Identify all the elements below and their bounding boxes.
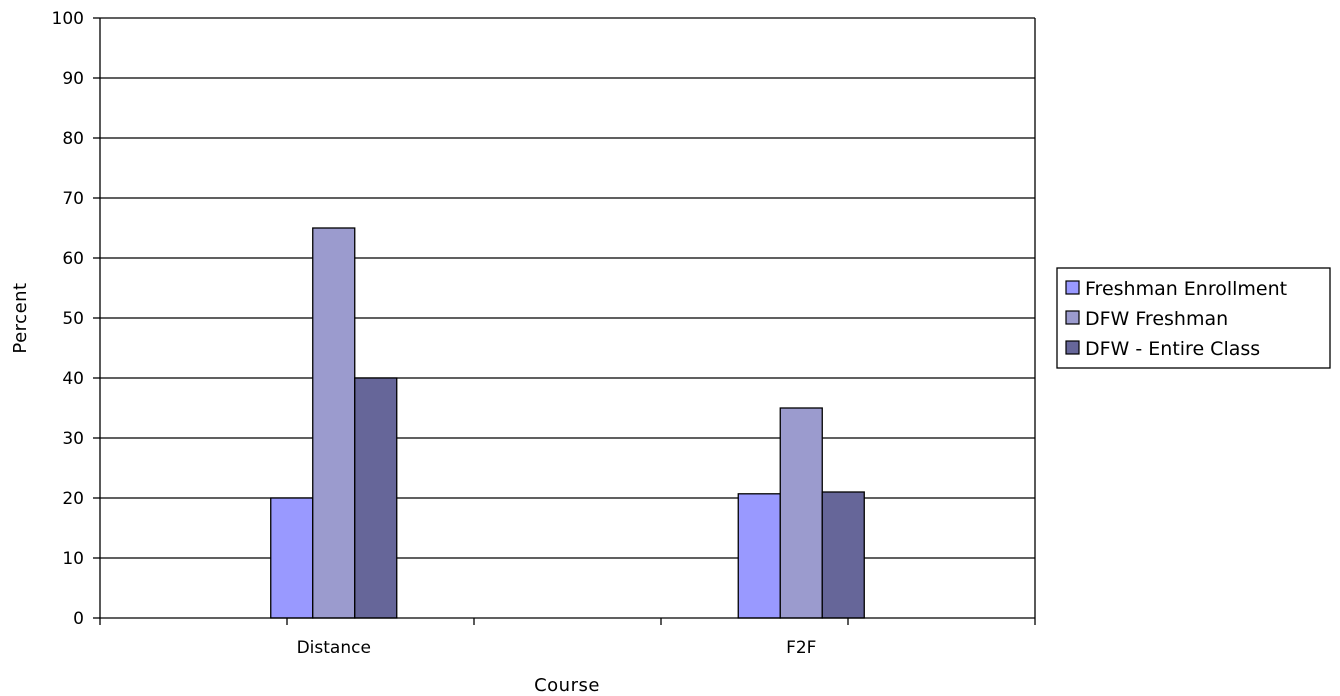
bar-distance-series-2 <box>312 227 356 619</box>
y-tick-label-80: 80 <box>62 129 84 149</box>
bars <box>270 227 865 619</box>
bar-distance-series-1 <box>270 497 314 619</box>
y-tick-label-100: 100 <box>52 9 84 29</box>
axes <box>93 17 1036 625</box>
x-tick-label-2: F2F <box>786 638 816 658</box>
bar-distance-series-3 <box>354 377 398 619</box>
legend-swatch-1 <box>1065 280 1080 295</box>
y-tick-labels: 0 10 20 30 40 50 60 70 80 90 100 <box>52 9 84 629</box>
y-tick-label-50: 50 <box>62 309 84 329</box>
legend-box <box>1056 267 1331 369</box>
x-tick-labels: Distance F2F <box>297 638 817 658</box>
y-tick-label-30: 30 <box>62 429 84 449</box>
y-axis-title: Percent <box>10 282 31 353</box>
y-tick-label-0: 0 <box>73 609 84 629</box>
legend-swatch-3 <box>1065 340 1080 355</box>
y-tick-label-90: 90 <box>62 69 84 89</box>
y-tick-label-70: 70 <box>62 189 84 209</box>
legend-swatch-2 <box>1065 310 1080 325</box>
y-tick-label-60: 60 <box>62 249 84 269</box>
bar-f2f-series-1 <box>737 493 781 619</box>
bar-f2f-series-2 <box>779 407 823 619</box>
y-tick-label-10: 10 <box>62 549 84 569</box>
legend-label-1: Freshman Enrollment <box>1085 278 1287 300</box>
x-tick-label-1: Distance <box>297 638 371 658</box>
x-axis-title: Course <box>534 675 600 696</box>
y-tick-label-40: 40 <box>62 369 84 389</box>
y-tick-label-20: 20 <box>62 489 84 509</box>
legend-label-2: DFW Freshman <box>1085 308 1228 330</box>
legend-label-3: DFW - Entire Class <box>1085 338 1260 360</box>
gridlines <box>100 17 1035 559</box>
legend: Freshman Enrollment DFW Freshman DFW - Ent… <box>1056 267 1331 369</box>
bar-f2f-series-3 <box>821 491 865 619</box>
